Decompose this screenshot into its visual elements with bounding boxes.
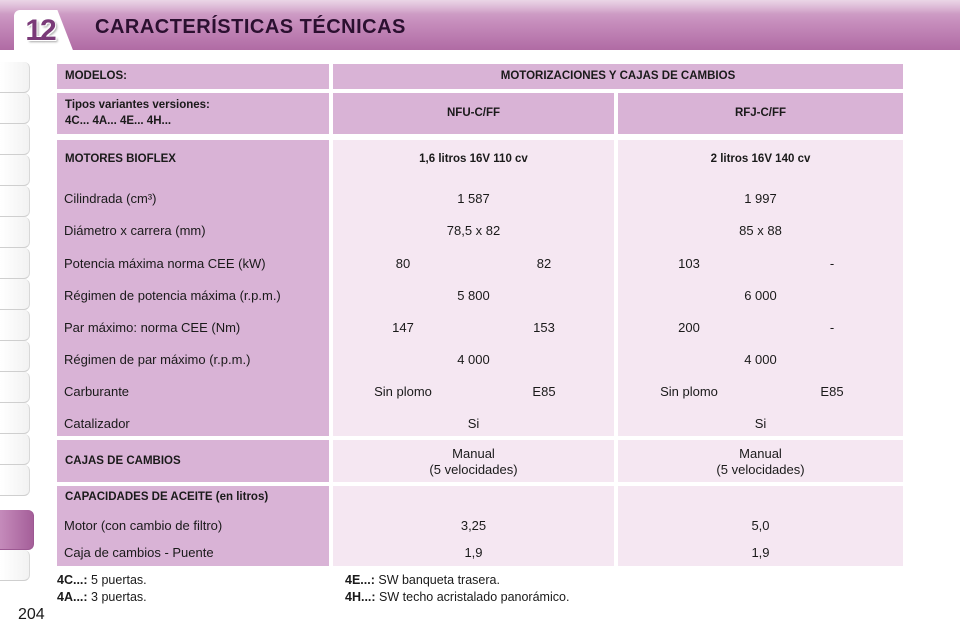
variants-label-cell bbox=[57, 93, 329, 134]
engine-labels-block bbox=[57, 140, 329, 436]
chapter-index-tab[interactable] bbox=[0, 217, 30, 248]
models-header-cell bbox=[57, 64, 329, 89]
oil-labels-block bbox=[57, 486, 329, 566]
row-col1-value-b: E85 bbox=[532, 384, 556, 399]
gearbox-label-cell bbox=[57, 440, 329, 482]
variants-label-line1: Tipos variantes versiones: bbox=[65, 99, 210, 111]
chapter-index-tab[interactable] bbox=[0, 93, 30, 124]
row-col2-value-b: E85 bbox=[820, 384, 844, 399]
chapter-index-tabs bbox=[0, 62, 34, 582]
footnote-text: 3 puertas. bbox=[91, 590, 147, 604]
footnote-4a: 4A...: 3 puertas. bbox=[57, 590, 147, 604]
footnote-text: SW banqueta trasera. bbox=[378, 573, 500, 587]
row-label: Diámetro x carrera (mm) bbox=[64, 223, 206, 238]
row-col1-value: Si bbox=[467, 416, 480, 431]
chapter-index-tab-active[interactable] bbox=[0, 510, 34, 550]
row-label: Par máximo: norma CEE (Nm) bbox=[64, 320, 241, 335]
chapter-number: 12 bbox=[25, 14, 56, 47]
row-col1-value-a: 80 bbox=[395, 256, 411, 271]
row-col2-value-b: - bbox=[829, 320, 835, 335]
footnote-text: 5 puertas. bbox=[91, 573, 147, 587]
row-col2-value-a: Sin plomo bbox=[660, 384, 718, 399]
oil-row-label: Motor (con cambio de filtro) bbox=[64, 518, 223, 533]
col1-code-cell bbox=[333, 93, 614, 134]
gearbox-label: CAJAS DE CAMBIOS bbox=[65, 455, 181, 467]
gearbox-col2-cell bbox=[618, 440, 903, 482]
oil-col1-block bbox=[333, 486, 614, 566]
row-label: Carburante bbox=[64, 384, 130, 399]
row-col1-value-b: 82 bbox=[536, 256, 552, 271]
footnote-4h: 4H...: SW techo acristalado panorámico. bbox=[345, 590, 569, 604]
row-col1-value: 5 800 bbox=[457, 288, 490, 303]
row-col2-value: 6 000 bbox=[744, 288, 777, 303]
row-col2-value: 1 997 bbox=[744, 191, 777, 206]
chapter-index-tab[interactable] bbox=[0, 550, 30, 581]
gearbox-col2-line1: Manual bbox=[739, 446, 782, 461]
row-col2-value: 85 x 88 bbox=[739, 223, 782, 238]
gearbox-col1-line2: (5 velocidades) bbox=[429, 462, 518, 477]
chapter-index-tab[interactable] bbox=[0, 372, 30, 403]
footnote-key: 4H...: bbox=[345, 590, 376, 604]
chapter-index-tab[interactable] bbox=[0, 155, 30, 186]
chapter-index-tab[interactable] bbox=[0, 279, 30, 310]
gearbox-col1-line1: Manual bbox=[452, 446, 495, 461]
chapter-index-tab[interactable] bbox=[0, 341, 30, 372]
chapter-index-tab[interactable] bbox=[0, 403, 30, 434]
chapter-index-tab[interactable] bbox=[0, 310, 30, 341]
col1-engine: 1,6 litros 16V 110 cv bbox=[419, 153, 528, 165]
oil-row-col2-value: 1,9 bbox=[751, 545, 770, 560]
col2-engine: 2 litros 16V 140 cv bbox=[710, 153, 811, 165]
page-number: 204 bbox=[18, 606, 45, 623]
row-col2-value: 4 000 bbox=[744, 352, 777, 367]
col1-code: NFU-C/FF bbox=[446, 107, 500, 119]
col2-code-cell bbox=[618, 93, 903, 134]
col1-engine-block bbox=[333, 140, 614, 436]
row-col1-value: 78,5 x 82 bbox=[446, 223, 501, 238]
chapter-index-tab[interactable] bbox=[0, 434, 30, 465]
oil-row-col2-value: 5,0 bbox=[751, 518, 770, 533]
header-band bbox=[0, 0, 960, 50]
oil-row-col1-value: 3,25 bbox=[460, 518, 487, 533]
page-title: CARACTERÍSTICAS TÉCNICAS bbox=[95, 16, 406, 38]
row-label: Potencia máxima norma CEE (kW) bbox=[64, 256, 266, 271]
chapter-index-tab[interactable] bbox=[0, 124, 30, 155]
row-label: Catalizador bbox=[64, 416, 130, 431]
row-label: Cilindrada (cm³) bbox=[64, 191, 157, 206]
variants-label-line2: 4C... 4A... 4E... 4H... bbox=[65, 115, 172, 127]
row-col2-value-b: - bbox=[829, 256, 835, 271]
models-label: MODELOS: bbox=[65, 70, 127, 82]
row-col2-value-a: 103 bbox=[678, 256, 700, 271]
row-label: Régimen de par máximo (r.p.m.) bbox=[64, 352, 251, 367]
footnote-key: 4E...: bbox=[345, 573, 375, 587]
chapter-index-tab[interactable] bbox=[0, 465, 30, 496]
row-col1-value: 1 587 bbox=[457, 191, 490, 206]
chapter-index-tab[interactable] bbox=[0, 248, 30, 279]
footnote-key: 4C...: bbox=[57, 573, 88, 587]
footnote-4e: 4E...: SW banqueta trasera. bbox=[345, 573, 500, 587]
col2-engine-block bbox=[618, 140, 903, 436]
row-col2-value: Si bbox=[754, 416, 767, 431]
row-col1-value-a: 147 bbox=[392, 320, 414, 335]
engines-header-cell bbox=[333, 64, 903, 89]
footnote-4c: 4C...: 5 puertas. bbox=[57, 573, 147, 587]
gearbox-col1-cell bbox=[333, 440, 614, 482]
oil-label: CAPACIDADES DE ACEITE (en litros) bbox=[65, 491, 269, 503]
col2-code: RFJ-C/FF bbox=[734, 107, 787, 119]
gearbox-col2-line2: (5 velocidades) bbox=[716, 462, 805, 477]
oil-row-col1-value: 1,9 bbox=[464, 545, 483, 560]
oil-col2-block bbox=[618, 486, 903, 566]
footnote-text: SW techo acristalado panorámico. bbox=[379, 590, 570, 604]
row-col1-value-b: 153 bbox=[533, 320, 555, 335]
bioflex-label: MOTORES BIOFLEX bbox=[65, 153, 176, 165]
oil-row-label: Caja de cambios - Puente bbox=[64, 545, 214, 560]
chapter-index-tab[interactable] bbox=[0, 186, 30, 217]
engines-header: MOTORIZACIONES Y CAJAS DE CAMBIOS bbox=[500, 70, 736, 82]
row-col1-value-a: Sin plomo bbox=[374, 384, 432, 399]
footnote-key: 4A...: bbox=[57, 590, 88, 604]
chapter-index-tab[interactable] bbox=[0, 62, 30, 93]
row-col2-value-a: 200 bbox=[678, 320, 700, 335]
row-col1-value: 4 000 bbox=[457, 352, 490, 367]
row-label: Régimen de potencia máxima (r.p.m.) bbox=[64, 288, 281, 303]
